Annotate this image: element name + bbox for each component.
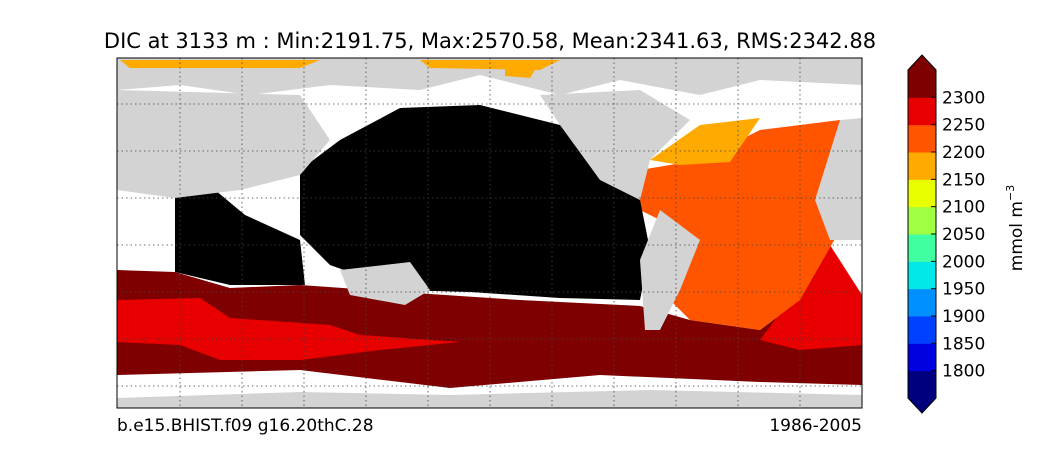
eurasia	[117, 90, 330, 198]
colorbar-band	[908, 97, 936, 126]
colorbar-tick-label: 2200	[942, 143, 985, 163]
colorbar-tick-label: 1900	[942, 307, 985, 327]
map-frame	[116, 57, 863, 409]
colorbar: 1800 1850 1900 1950 2000 2050 2100 2150 2200 2250…	[907, 54, 985, 414]
south-red-east	[760, 245, 862, 350]
south-america	[640, 210, 700, 330]
north-atlantic	[650, 118, 760, 165]
colorbar-tick-label: 1850	[942, 334, 985, 354]
title: DIC at 3133 m : Min:2191.75, Max:2570.58…	[104, 29, 876, 53]
footer-left: b.e15.BHIST.f09 g16.20thC.28	[117, 416, 374, 436]
colorbar-tick-label: 2300	[942, 88, 985, 108]
colorbar-tick-label: 1800	[942, 362, 985, 382]
colorbar-band	[908, 288, 936, 317]
colorbar-band	[908, 343, 936, 372]
colorbar-band	[908, 152, 936, 180]
colorbar-label: mmol m−3	[1004, 185, 1027, 271]
colorbar-tick-label: 1950	[942, 280, 985, 300]
colorbar-tick-label: 2150	[942, 170, 985, 190]
australia	[340, 262, 430, 305]
north-america	[540, 90, 690, 200]
colorbar-extend-high	[908, 55, 936, 70]
colorbar-band	[908, 261, 936, 290]
colorbar-band	[908, 234, 936, 262]
footer-right: 1986-2005	[769, 416, 862, 436]
colorbar-tick-label: 2250	[942, 116, 985, 136]
colorbar-tick-label: 2000	[942, 252, 985, 272]
africa	[815, 118, 862, 240]
colorbar-label-text: mmol m	[1007, 201, 1027, 271]
indian-ocean	[175, 190, 305, 285]
antarctica	[117, 390, 862, 408]
colorbar-band	[908, 70, 936, 98]
atlantic	[640, 120, 840, 330]
colorbar-frame	[907, 54, 937, 414]
colorbar-band	[908, 179, 936, 208]
colorbar-tick-label: 2100	[942, 198, 985, 218]
arctic-orange	[120, 60, 560, 78]
colorbar-label-exponent: −3	[1004, 185, 1017, 201]
colorbar-band	[908, 370, 936, 399]
colorbar-tick-label: 2050	[942, 225, 985, 245]
pacific	[300, 105, 650, 300]
colorbar-band	[908, 124, 936, 153]
south-red-west	[117, 298, 460, 360]
map	[116, 57, 863, 409]
colorbar-band	[908, 206, 936, 235]
colorbar-band	[908, 316, 936, 344]
colorbar-extend-low	[908, 398, 936, 413]
